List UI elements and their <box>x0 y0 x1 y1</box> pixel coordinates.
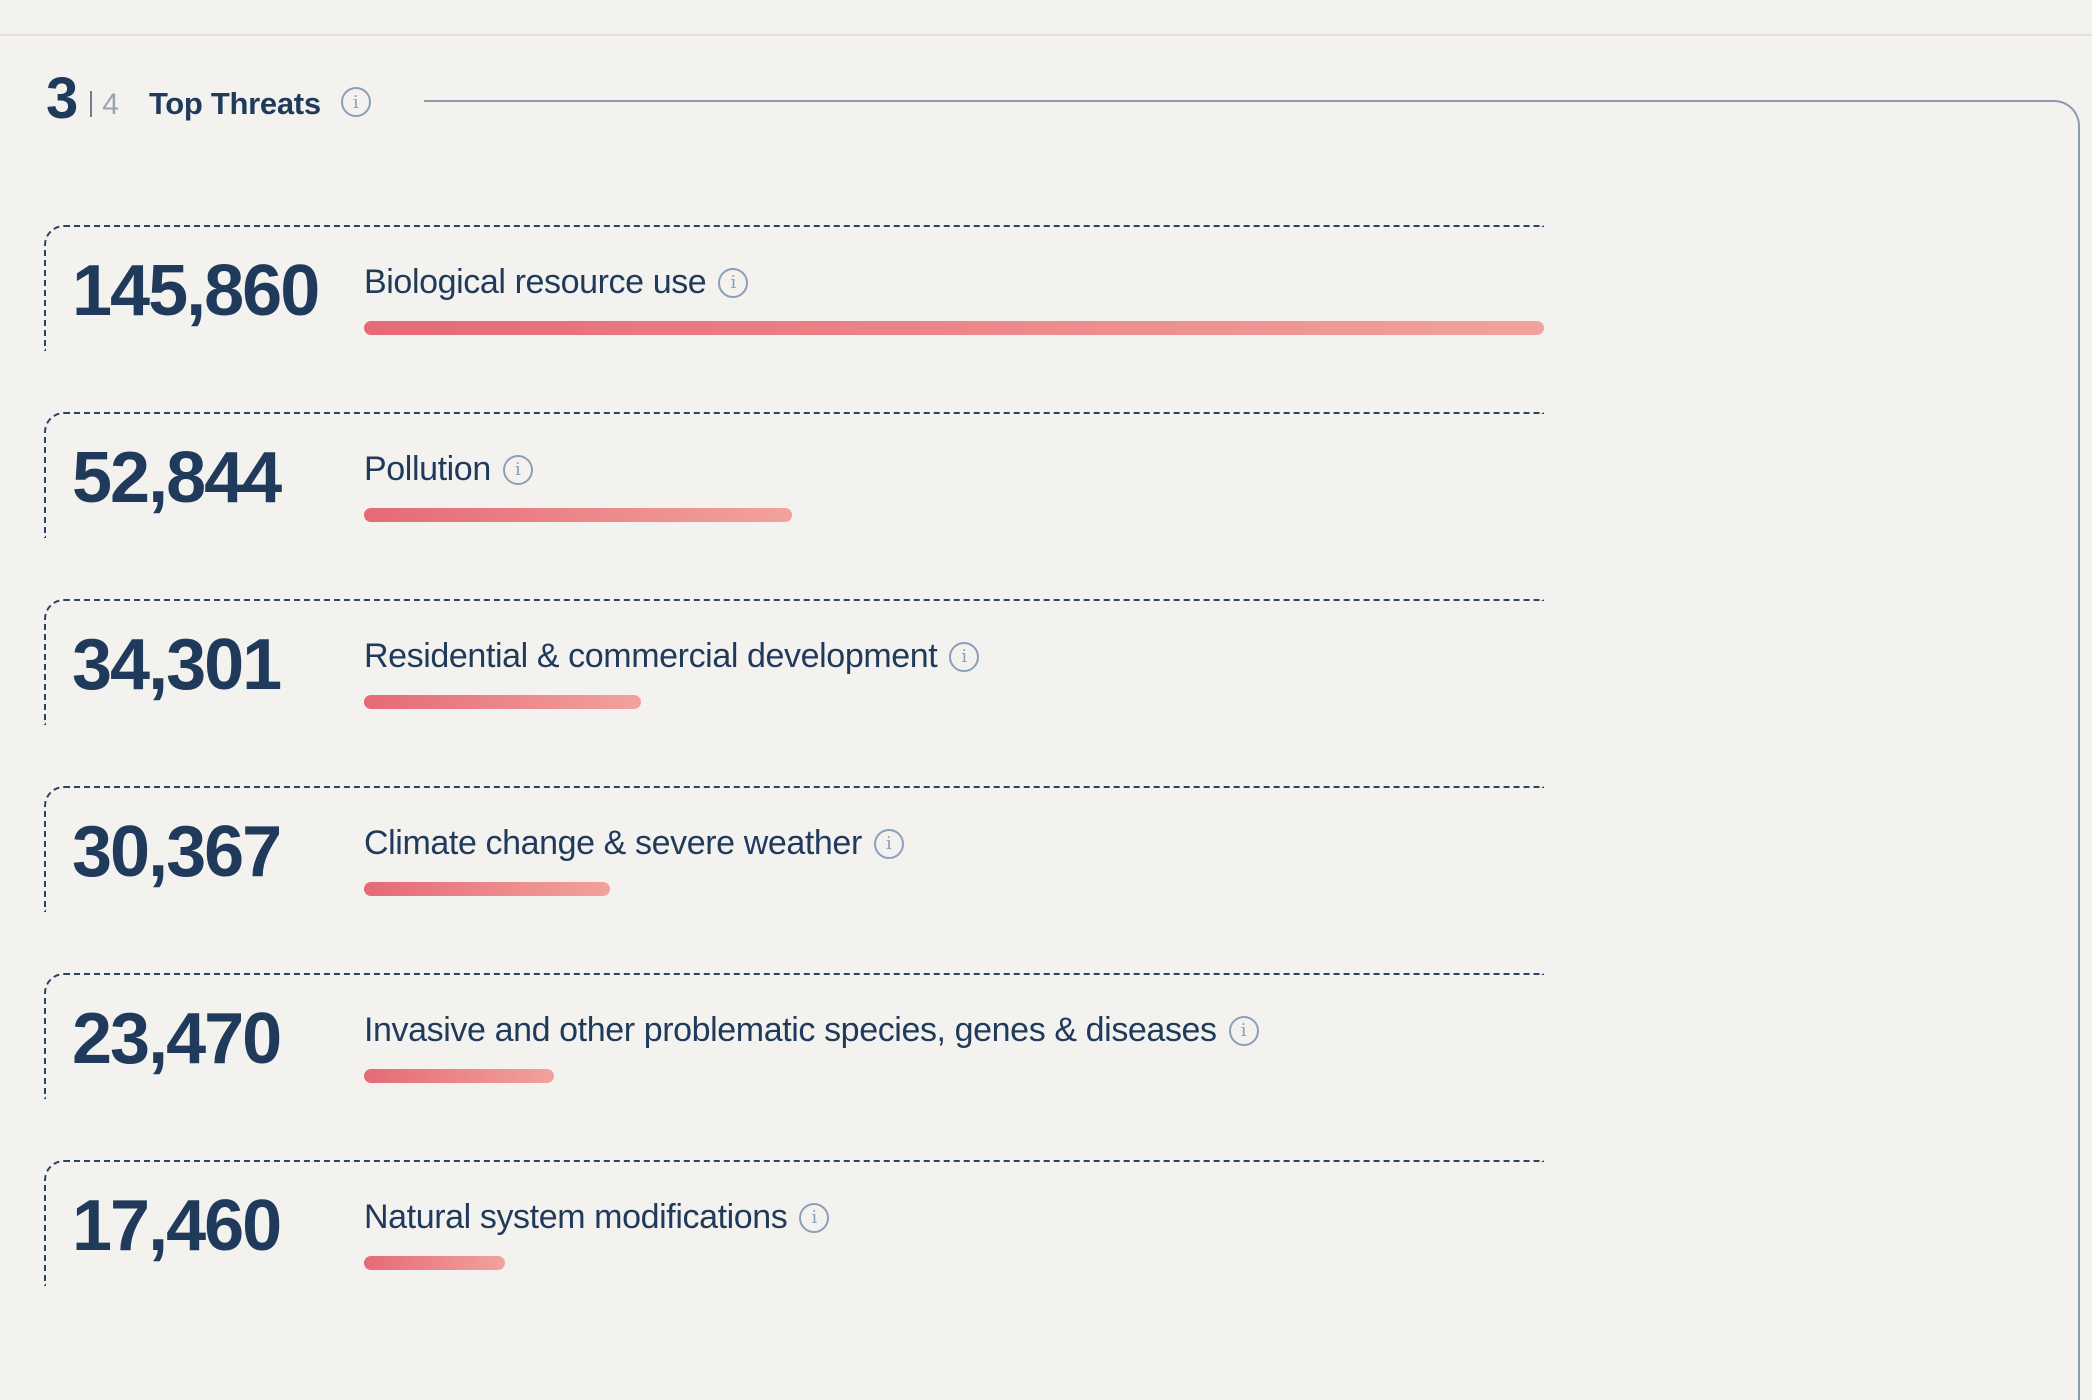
threat-label: Residential & commercial development <box>364 637 938 675</box>
threat-row: 17,460 Natural system modifications i <box>44 1160 1544 1286</box>
threat-row: 145,860 Biological resource use i <box>44 225 1544 351</box>
threat-row: 30,367 Climate change & severe weather i <box>44 786 1544 912</box>
step-current: 3 <box>46 66 79 131</box>
step-total: 4 <box>102 88 119 121</box>
threat-row: 23,470 Invasive and other problematic sp… <box>44 973 1544 1099</box>
threat-count: 52,844 <box>72 438 282 518</box>
section-header: 3 4 Top Threats i <box>46 64 371 134</box>
threat-label: Invasive and other problematic species, … <box>364 1011 1217 1049</box>
threat-label-group: Invasive and other problematic species, … <box>364 1011 1259 1050</box>
info-icon[interactable]: i <box>873 828 904 859</box>
threat-label-group: Residential & commercial development i <box>364 637 980 676</box>
threat-count: 145,860 <box>72 251 320 331</box>
threat-count: 30,367 <box>72 812 282 892</box>
threat-label: Biological resource use <box>364 263 707 301</box>
info-icon[interactable]: i <box>1228 1015 1259 1046</box>
info-icon[interactable]: i <box>718 267 749 298</box>
threat-label-group: Climate change & severe weather i <box>364 824 904 863</box>
step-separator <box>90 91 93 117</box>
threat-count: 23,470 <box>72 999 282 1079</box>
threat-row: 34,301 Residential & commercial developm… <box>44 599 1544 725</box>
threat-bar <box>364 508 792 522</box>
threat-label-group: Natural system modifications i <box>364 1198 830 1237</box>
threat-label: Pollution <box>364 450 491 488</box>
threat-bar <box>364 882 610 896</box>
threat-bar <box>364 1256 505 1270</box>
info-icon[interactable]: i <box>502 454 533 485</box>
section-title: Top Threats <box>148 86 321 121</box>
threat-label-group: Biological resource use i <box>364 263 749 302</box>
section-frame <box>424 100 2080 1400</box>
threat-count: 34,301 <box>72 625 282 705</box>
threat-bar <box>364 321 1544 335</box>
threat-label: Climate change & severe weather <box>364 824 862 862</box>
threat-label-group: Pollution i <box>364 450 533 489</box>
info-icon[interactable]: i <box>340 87 371 117</box>
threat-count: 17,460 <box>72 1186 282 1266</box>
threat-row: 52,844 Pollution i <box>44 412 1544 538</box>
info-icon[interactable]: i <box>949 641 980 672</box>
threat-bar <box>364 1069 554 1083</box>
top-divider <box>0 34 2092 36</box>
info-icon[interactable]: i <box>799 1202 830 1233</box>
threat-label: Natural system modifications <box>364 1198 788 1236</box>
threat-bar <box>364 695 641 709</box>
